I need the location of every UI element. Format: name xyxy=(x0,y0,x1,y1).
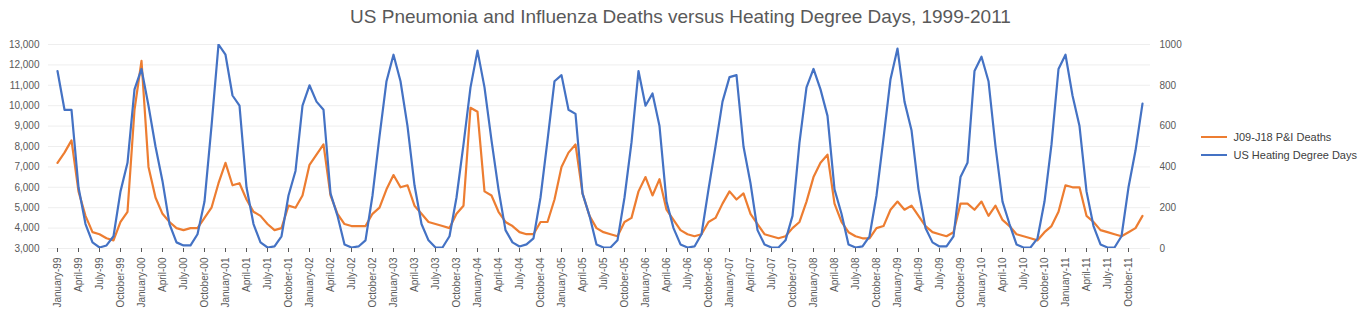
svg-text:April-04: April-04 xyxy=(493,257,504,292)
svg-text:January-04: January-04 xyxy=(472,257,483,307)
svg-text:July-02: July-02 xyxy=(346,257,357,290)
svg-text:October-00: October-00 xyxy=(199,257,210,307)
svg-text:9,000: 9,000 xyxy=(14,120,39,131)
svg-text:7,000: 7,000 xyxy=(14,161,39,172)
svg-text:8,000: 8,000 xyxy=(14,141,39,152)
html-text:US Heating Degree Days: US Heating Degree Days xyxy=(1233,149,1357,161)
svg-text:October-01: October-01 xyxy=(283,257,294,307)
svg-text:July-08: July-08 xyxy=(850,257,861,290)
svg-text:January-06: January-06 xyxy=(640,257,651,307)
svg-text:October-11: October-11 xyxy=(1123,257,1134,307)
svg-text:4,000: 4,000 xyxy=(14,222,39,233)
svg-text:October-08: October-08 xyxy=(871,257,882,307)
svg-text:January-11: January-11 xyxy=(1060,257,1071,307)
svg-text:January-02: January-02 xyxy=(304,257,315,307)
svg-text:October-06: October-06 xyxy=(703,257,714,307)
svg-text:July-09: July-09 xyxy=(934,257,945,290)
svg-text:6,000: 6,000 xyxy=(14,182,39,193)
svg-text:January-10: January-10 xyxy=(976,257,987,307)
svg-text:January-03: January-03 xyxy=(388,257,399,307)
svg-text:July-06: July-06 xyxy=(682,257,693,290)
svg-text:October-10: October-10 xyxy=(1039,257,1050,307)
svg-text:January-99: January-99 xyxy=(52,257,63,307)
svg-text:April-00: April-00 xyxy=(157,257,168,292)
svg-text:October-05: October-05 xyxy=(619,257,630,307)
svg-text:April-11: April-11 xyxy=(1081,257,1092,291)
svg-text:April-02: April-02 xyxy=(325,257,336,292)
svg-text:5,000: 5,000 xyxy=(14,202,39,213)
svg-text:April-01: April-01 xyxy=(241,257,252,292)
svg-text:July-05: July-05 xyxy=(598,257,609,290)
svg-text:October-04: October-04 xyxy=(535,257,546,307)
svg-text:October-02: October-02 xyxy=(367,257,378,307)
svg-text:April-08: April-08 xyxy=(829,257,840,292)
svg-text:October-99: October-99 xyxy=(115,257,126,307)
svg-text:1000: 1000 xyxy=(1160,39,1183,50)
svg-text:July-11: July-11 xyxy=(1102,257,1113,289)
svg-text:July-99: July-99 xyxy=(94,257,105,290)
svg-text:April-10: April-10 xyxy=(997,257,1008,292)
svg-text:July-04: July-04 xyxy=(514,257,525,290)
svg-text:400: 400 xyxy=(1160,161,1177,172)
svg-text:January-07: January-07 xyxy=(724,257,735,307)
svg-text:July-01: July-01 xyxy=(262,257,273,290)
svg-text:October-09: October-09 xyxy=(955,257,966,307)
svg-text:October-03: October-03 xyxy=(451,257,462,307)
svg-text:January-01: January-01 xyxy=(220,257,231,307)
svg-text:200: 200 xyxy=(1160,202,1177,213)
svg-text:October-07: October-07 xyxy=(787,257,798,307)
svg-text:3,000: 3,000 xyxy=(14,243,39,254)
svg-text:April-99: April-99 xyxy=(73,257,84,292)
svg-text:January-00: January-00 xyxy=(136,257,147,307)
svg-text:0: 0 xyxy=(1160,243,1166,254)
svg-text:July-00: July-00 xyxy=(178,257,189,290)
svg-text:July-07: July-07 xyxy=(766,257,777,290)
svg-text:13,000: 13,000 xyxy=(9,39,40,50)
html-text:US Pneumonia and Influenza Dea: US Pneumonia and Influenza Deaths versus… xyxy=(350,6,1011,27)
svg-text:April-05: April-05 xyxy=(577,257,588,292)
svg-text:10,000: 10,000 xyxy=(9,100,40,111)
svg-text:July-03: July-03 xyxy=(430,257,441,290)
svg-text:600: 600 xyxy=(1160,120,1177,131)
svg-text:April-03: April-03 xyxy=(409,257,420,292)
svg-text:January-09: January-09 xyxy=(892,257,903,307)
svg-text:January-08: January-08 xyxy=(808,257,819,307)
svg-text:July-10: July-10 xyxy=(1018,257,1029,290)
svg-text:April-07: April-07 xyxy=(745,257,756,292)
svg-text:April-06: April-06 xyxy=(661,257,672,292)
svg-text:12,000: 12,000 xyxy=(9,59,40,70)
svg-text:800: 800 xyxy=(1160,80,1177,91)
svg-text:January-05: January-05 xyxy=(556,257,567,307)
html-text:J09-J18 P&I Deaths: J09-J18 P&I Deaths xyxy=(1233,131,1332,143)
svg-text:April-09: April-09 xyxy=(913,257,924,292)
svg-text:11,000: 11,000 xyxy=(10,80,40,91)
